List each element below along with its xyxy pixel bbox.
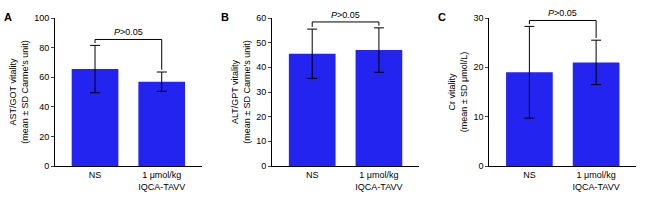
svg-text:ALT/GPT vitality(mean ± SD Car: ALT/GPT vitality(mean ± SD Carme's unit) [230,40,252,144]
svg-text:20: 20 [474,62,484,72]
svg-text:Cr vitality(mean ± SD μmol/L): Cr vitality(mean ± SD μmol/L) [447,52,469,133]
svg-text:100: 100 [34,13,49,23]
svg-text:10: 10 [256,136,266,146]
svg-text:60: 60 [39,72,49,82]
svg-text:80: 80 [39,43,49,53]
svg-text:20: 20 [39,132,49,142]
svg-text:AST/GOT vitality(mean ± SD Car: AST/GOT vitality(mean ± SD Carme's unit) [8,40,30,144]
svg-text:30: 30 [474,13,484,23]
svg-text:NS: NS [89,170,102,180]
svg-text:0: 0 [261,161,266,171]
svg-text:P>0.05: P>0.05 [114,27,143,37]
svg-text:60: 60 [256,13,266,23]
svg-text:40: 40 [256,62,266,72]
svg-text:50: 50 [256,38,266,48]
svg-text:1 μmol/kgIQCA-TAVV: 1 μmol/kgIQCA-TAVV [355,170,402,192]
svg-text:P>0.05: P>0.05 [548,8,577,18]
svg-text:B: B [221,11,229,23]
svg-text:1 μmol/kgIQCA-TAVV: 1 μmol/kgIQCA-TAVV [573,170,620,192]
svg-text:NS: NS [523,170,536,180]
svg-text:20: 20 [256,112,266,122]
svg-text:NS: NS [306,170,319,180]
svg-text:C: C [438,11,446,23]
svg-text:30: 30 [256,87,266,97]
svg-text:0: 0 [44,161,49,171]
svg-text:A: A [4,11,12,23]
svg-text:P>0.05: P>0.05 [331,10,360,20]
svg-text:40: 40 [39,102,49,112]
svg-text:1 μmol/kgIQCA-TAVV: 1 μmol/kgIQCA-TAVV [138,170,185,192]
svg-text:0: 0 [479,161,484,171]
svg-text:10: 10 [474,112,484,122]
